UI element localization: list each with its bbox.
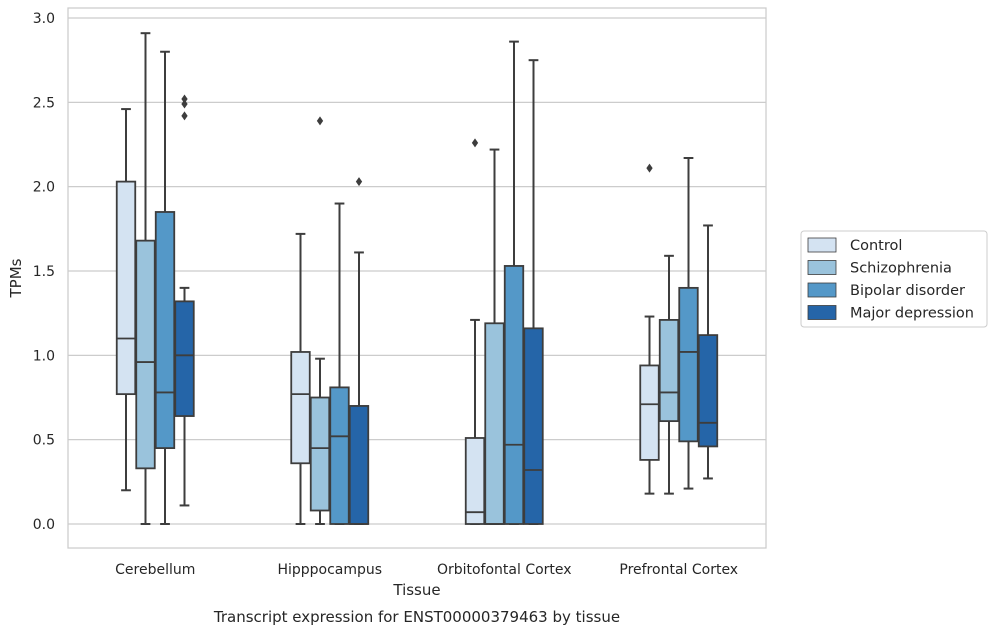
x-axis-tick-labels: Cerebellum Hipppocampus Orbitofontal Corte…: [115, 562, 738, 578]
box-3-2: [678, 156, 699, 490]
box-3-0: [639, 163, 660, 495]
box-2-1: [484, 148, 505, 525]
box-body: [464, 437, 486, 525]
outlier-point: [646, 163, 653, 173]
legend: Control Schizophrenia Bipolar disorder Majo…: [800, 230, 988, 328]
box-3-3: [697, 224, 719, 480]
outlier-point: [316, 116, 324, 126]
box-2-3: [523, 59, 544, 525]
box-body: [309, 396, 331, 512]
y-tick-label: 0.5: [33, 433, 55, 449]
box-body: [115, 180, 137, 396]
box-body: [697, 334, 719, 448]
box-body: [503, 265, 525, 525]
legend-label: Major depression: [850, 306, 974, 322]
box-1-2: [329, 202, 350, 525]
chart-caption: Transcript expression for ENST0000037946…: [213, 608, 620, 626]
y-axis-tick-labels: 0.0 0.5 1.0 1.5 2.0 2.5 3.0: [33, 11, 55, 533]
x-axis-label: Tissue: [392, 581, 440, 599]
outlier-point: [471, 138, 479, 148]
y-tick-label: 0.0: [33, 517, 55, 533]
box-body: [523, 327, 544, 525]
box-1-0: [290, 232, 311, 525]
box-1-3: [348, 177, 370, 525]
legend-swatch: [807, 282, 837, 298]
outlier-point: [181, 111, 188, 121]
y-tick-label: 2.5: [33, 95, 55, 111]
legend-label: Control: [850, 238, 902, 254]
legend-swatch: [807, 237, 837, 253]
box-2-0: [464, 138, 486, 525]
box-body: [678, 286, 699, 443]
legend-swatch: [807, 305, 837, 320]
box-1-1: [309, 116, 331, 525]
box-0-3: [174, 94, 195, 507]
y-tick-label: 1.0: [33, 348, 55, 364]
legend-label: Schizophrenia: [850, 261, 952, 277]
outlier-point: [181, 94, 188, 104]
outlier-point: [355, 177, 363, 187]
legend-swatch: [807, 260, 837, 275]
box-body: [484, 322, 505, 525]
box-2-2: [503, 40, 525, 525]
box-0-2: [154, 50, 176, 525]
x-tick-label: Prefrontal Cortex: [619, 562, 738, 578]
box-3-1: [658, 254, 680, 495]
box-body: [154, 211, 176, 449]
y-tick-label: 2.0: [33, 180, 55, 196]
x-tick-label: Cerebellum: [115, 562, 195, 578]
legend-label: Bipolar disorder: [850, 283, 965, 299]
box-0-1: [135, 32, 156, 525]
y-axis-label: TPMs: [7, 258, 25, 298]
legend-frame: [800, 230, 988, 328]
x-tick-label: Hipppocampus: [277, 562, 382, 578]
y-tick-label: 1.5: [33, 264, 55, 280]
boxes-layer: [115, 32, 719, 525]
box-body: [348, 405, 370, 525]
x-tick-label: Orbitofontal Cortex: [437, 562, 572, 578]
y-tick-label: 3.0: [33, 11, 55, 27]
box-body: [639, 364, 660, 461]
box-body: [658, 319, 680, 423]
box-body: [135, 239, 156, 470]
box-0-0: [115, 108, 137, 492]
box-body: [329, 386, 350, 525]
outlier-point: [181, 99, 188, 109]
box-body: [174, 300, 195, 417]
box-body: [290, 351, 311, 465]
